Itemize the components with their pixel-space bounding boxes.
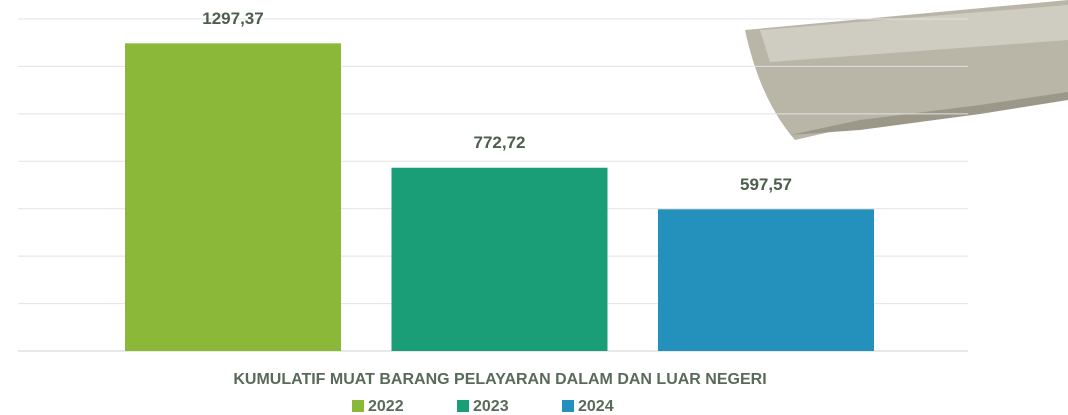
legend-label: 2024 (578, 398, 614, 415)
legend-label: 2023 (473, 398, 509, 415)
legend-swatch (562, 400, 574, 412)
bar (658, 209, 874, 351)
data-label: 597,57 (740, 175, 792, 194)
legend-swatch (457, 400, 469, 412)
legend-swatch (352, 400, 364, 412)
data-label: 772,72 (474, 133, 526, 152)
ship-illustration (745, 0, 1068, 140)
bar (391, 167, 608, 351)
data-label: 1297,37 (202, 9, 263, 28)
legend-label: 2022 (368, 398, 404, 415)
x-category-label: KUMULATIF MUAT BARANG PELAYARAN DALAM DA… (233, 371, 766, 388)
bar (125, 43, 341, 351)
